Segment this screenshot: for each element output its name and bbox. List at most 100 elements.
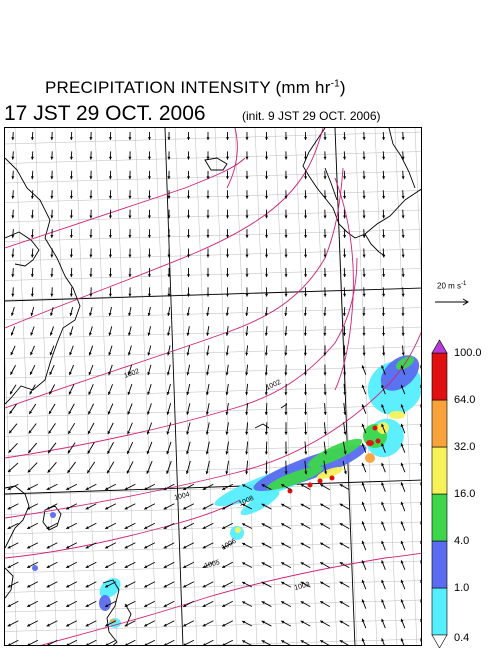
wind-vector-head xyxy=(89,215,92,218)
wind-vector-head xyxy=(109,196,112,199)
wind-vector-head xyxy=(128,137,131,140)
wind-vector-head xyxy=(324,274,327,277)
precipitation-core xyxy=(318,479,323,484)
parallel-line xyxy=(5,308,422,320)
parallel-line xyxy=(5,249,422,261)
wind-vector-head xyxy=(363,137,366,140)
wind-vector-head xyxy=(362,333,365,336)
wind-vector-head xyxy=(245,216,248,219)
wind-vector-head xyxy=(382,196,385,199)
precipitation-area xyxy=(365,453,375,463)
colorbar-segment xyxy=(432,400,447,447)
wind-vector-head xyxy=(70,294,73,297)
wind-vector-head xyxy=(343,274,346,277)
meridian-line xyxy=(175,128,197,646)
wind-vector-head xyxy=(421,333,422,336)
isobar-label: 1004 xyxy=(174,491,191,502)
wind-vector-head xyxy=(304,392,307,395)
reference-vector: 20 m s-1 xyxy=(432,280,472,310)
wind-vector-head xyxy=(206,137,209,140)
wind-vector-head xyxy=(128,255,131,258)
wind-vector-head xyxy=(265,452,268,455)
wind-vector-head xyxy=(128,176,131,179)
wind-vector-head xyxy=(109,176,112,179)
wind-vector-head xyxy=(343,157,346,160)
precipitation-area xyxy=(32,565,38,571)
isobar-label: 1002 xyxy=(123,368,140,380)
coastline xyxy=(325,168,337,200)
wind-vector-head xyxy=(421,294,422,297)
wind-vector-head xyxy=(109,255,112,258)
wind-vector-head xyxy=(382,333,385,336)
wind-vector-head xyxy=(304,333,307,336)
wind-vector-head xyxy=(402,215,405,218)
wind-vector-head xyxy=(363,176,366,179)
wind-vector-head xyxy=(363,215,366,218)
wind-vector-head xyxy=(343,392,346,395)
wind-vector-head xyxy=(421,196,422,199)
wind-vector-head xyxy=(167,137,170,140)
wind-vector-head xyxy=(343,313,346,316)
meridian-line xyxy=(75,128,97,646)
wind-vector-head xyxy=(109,235,112,238)
wind-vector-head xyxy=(382,137,385,140)
wind-vector-head xyxy=(401,313,404,316)
wind-vector-head xyxy=(284,137,287,140)
wind-vector-head xyxy=(402,137,405,140)
wind-vector-head xyxy=(31,157,34,160)
wind-vector-head xyxy=(265,215,268,218)
wind-vector-head xyxy=(50,137,53,140)
parallel-line xyxy=(5,191,422,203)
wind-vector-head xyxy=(284,157,287,160)
colorbar-segment xyxy=(432,541,447,588)
wind-vector-head xyxy=(304,313,307,316)
wind-vector-head xyxy=(245,196,248,199)
wind-vector-head xyxy=(382,176,385,179)
wind-vector-head xyxy=(89,137,92,140)
wind-vector-head xyxy=(167,372,170,375)
wind-vector-head xyxy=(402,333,405,336)
meridian-line xyxy=(295,128,317,646)
isobar-line xyxy=(5,168,343,408)
wind-vector-head xyxy=(402,274,405,277)
wind-vector-head xyxy=(343,215,346,218)
wind-vector-head xyxy=(109,274,112,277)
isobar-line xyxy=(227,128,237,188)
wind-vector-head xyxy=(421,235,422,238)
wind-vector-head xyxy=(265,353,268,356)
wind-vector-head xyxy=(186,412,189,415)
colorbar-tick-label: 64.0 xyxy=(454,394,475,406)
wind-vector-head xyxy=(226,294,229,297)
wind-vector-head xyxy=(343,137,346,140)
wind-vector-head xyxy=(206,196,209,199)
precipitation-area xyxy=(99,595,111,611)
wind-vector-head xyxy=(245,294,248,297)
wind-vector-head xyxy=(265,157,268,160)
wind-vector-head xyxy=(70,196,73,199)
wind-vector-head xyxy=(226,274,229,277)
wind-vector-head xyxy=(304,373,307,376)
colorbar-min-triangle xyxy=(432,635,447,648)
wind-vector-head xyxy=(324,137,327,140)
wind-vector-head xyxy=(265,255,268,258)
isobar-label: 1005 xyxy=(204,559,221,570)
wind-vector-head xyxy=(265,137,268,140)
wind-vector-head xyxy=(128,157,131,160)
major-parallel-line xyxy=(5,288,422,301)
wind-vector-head xyxy=(70,235,73,238)
wind-vector-head xyxy=(167,176,170,179)
wind-vector-head xyxy=(128,215,131,218)
wind-vector-head xyxy=(265,333,268,336)
wind-vector-head xyxy=(285,215,288,218)
wind-vector-head xyxy=(89,274,92,277)
wind-vector-head xyxy=(31,255,34,258)
wind-vector-head xyxy=(31,274,34,277)
wind-vector-head xyxy=(382,215,385,218)
wind-vector-head xyxy=(323,313,326,316)
wind-vector-head xyxy=(11,255,14,258)
wind-vector-head xyxy=(402,353,405,356)
wind-vector-head xyxy=(421,274,422,277)
wind-vector-head xyxy=(109,313,112,316)
wind-vector-head xyxy=(304,196,307,199)
